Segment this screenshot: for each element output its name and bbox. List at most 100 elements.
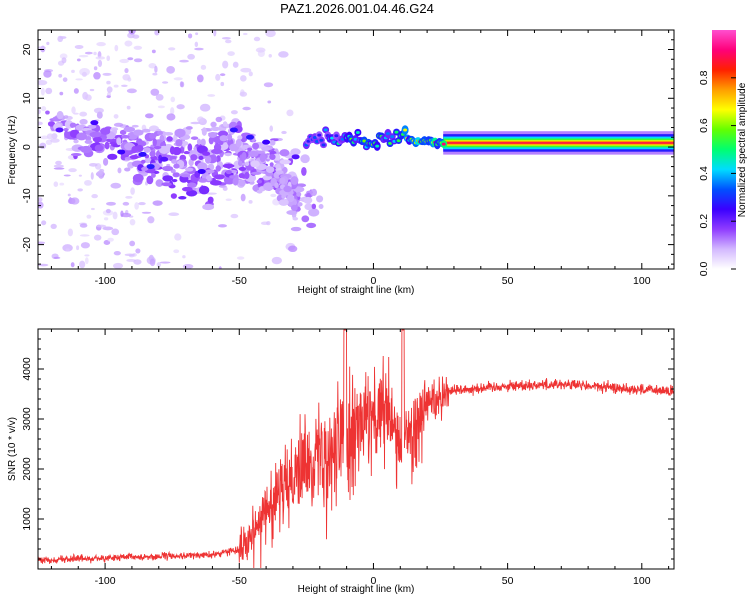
carrier-core: [388, 141, 393, 145]
spectrogram-signal-blob: [70, 153, 82, 157]
spectrogram-noise-blob: [170, 96, 176, 103]
snr-ytick-label: 2000: [21, 457, 33, 481]
spectrogram-noise-blob: [197, 116, 205, 123]
spectrogram-noise-blob: [194, 47, 204, 51]
spectrogram-noise-blob: [166, 113, 176, 121]
spectrogram-signal-blob: [217, 130, 229, 137]
spectrogram-signal-blob: [198, 155, 204, 160]
spectrogram-noise-blob: [168, 47, 176, 51]
colorbar-tick-label: 0.0: [698, 262, 710, 277]
spectrogram-signal-blob: [204, 169, 215, 174]
spectrogram-signal-blob: [205, 175, 212, 182]
spectrogram-noise-blob: [59, 91, 64, 96]
spectrogram-noise-blob: [81, 71, 87, 77]
spectrogram-noise-blob: [113, 122, 124, 127]
spectrogram-noise-blob: [121, 84, 128, 87]
spectrogram-signal-blob: [107, 153, 118, 160]
spectrogram-peak: [90, 120, 99, 126]
spectrogram-noise-blob: [71, 69, 75, 73]
spectrogram-noise-blob: [53, 167, 65, 170]
spectrogram-signal-blob: [296, 183, 307, 188]
spectrogram-signal-blob: [80, 145, 93, 154]
spectrogram-noise-blob: [176, 104, 185, 110]
spectrogram-noise-blob: [97, 59, 103, 67]
carrier-core: [319, 138, 324, 142]
spectrogram-noise-blob: [187, 53, 195, 60]
colorbar-tick-label: 0.2: [698, 214, 710, 229]
spectrogram-xtick-label: -50: [232, 275, 247, 287]
spectrogram-signal-blob: [119, 129, 127, 135]
spectrogram-signal-blob: [308, 208, 320, 217]
spectrogram-noise-blob: [55, 160, 62, 166]
spectrogram-signal-blob: [245, 161, 250, 166]
spectrogram-noise-blob: [58, 73, 63, 78]
spectrogram-signal-blob: [87, 124, 97, 129]
spectrogram-noise-blob: [218, 224, 227, 228]
spectrogram-signal-blob: [225, 169, 232, 175]
spectrogram-noise-blob: [76, 58, 81, 62]
spectrogram-signal-blob: [290, 226, 302, 232]
spectrogram-noise-blob: [97, 170, 104, 177]
spectrogram-signal-blob: [63, 127, 69, 132]
spectrogram-noise-blob: [168, 212, 180, 217]
spectrogram-signal-blob: [152, 138, 157, 147]
spectrogram-noise-blob: [74, 44, 84, 49]
spectrogram-noise-blob: [40, 135, 49, 140]
spectrogram-signal-blob: [235, 138, 242, 148]
spectrogram-signal-blob: [129, 155, 139, 160]
spectrogram-signal-blob: [145, 113, 154, 119]
spectrogram-signal-blob: [274, 182, 279, 189]
colorbar-tick-label: 0.8: [698, 70, 710, 85]
spectrogram-noise-blob: [138, 202, 146, 206]
spectrogram-signal-blob: [197, 162, 208, 171]
spectrogram-signal-blob: [105, 138, 118, 143]
spectrogram-signal-blob: [185, 126, 193, 130]
spectrogram-noise-blob: [222, 186, 228, 191]
spectrogram-signal-blob: [208, 136, 214, 145]
spectrogram-peak: [291, 154, 300, 160]
spectrogram-signal-blob: [202, 151, 211, 156]
spectrogram-signal-blob: [229, 175, 236, 179]
spectrogram-noise-blob: [230, 110, 238, 115]
spectrogram-signal-blob: [318, 204, 324, 209]
snr-xtick-label: 50: [502, 575, 514, 587]
spectrogram-signal-blob: [218, 140, 224, 145]
spectrogram-noise-blob: [93, 51, 97, 56]
spectrogram-noise-blob: [38, 109, 41, 115]
spectrogram-noise-blob: [135, 248, 141, 254]
spectrogram-signal-blob: [162, 175, 174, 182]
spectrogram-noise-blob: [46, 41, 50, 46]
spectrogram-signal-blob: [210, 148, 223, 155]
snr-xtick-label: 0: [371, 575, 377, 587]
carrier-core: [334, 134, 339, 138]
spectrogram-noise-blob: [154, 65, 158, 73]
spectrogram-noise-blob: [221, 37, 231, 40]
spectrogram-peak: [138, 151, 147, 157]
spectrogram-noise-blob: [240, 193, 246, 202]
spectrogram-noise-blob: [38, 197, 43, 202]
spectrogram-noise-blob: [162, 81, 169, 84]
spectrogram-signal-blob: [279, 177, 286, 185]
colorbar-tick-label: 0.4: [698, 166, 710, 181]
spectrogram-noise-blob: [131, 124, 139, 128]
spectrogram-noise-blob: [79, 223, 88, 228]
spectrogram-ytick-label: 20: [21, 44, 33, 56]
snr-series-line: [37, 329, 675, 569]
spectrogram-signal-blob: [198, 178, 208, 183]
spectrogram-signal-blob: [287, 194, 295, 203]
spectrogram-noise-blob: [89, 162, 98, 167]
spectrogram-signal-blob: [263, 182, 274, 191]
spectrogram-xtick-label: 50: [502, 275, 514, 287]
spectrogram-noise-blob: [195, 32, 199, 36]
spectrogram-signal-blob: [56, 111, 64, 120]
spectrogram-signal-blob: [120, 154, 127, 161]
spectrogram-noise-blob: [173, 77, 183, 81]
spectrogram-signal-blob: [275, 170, 284, 175]
spectrogram-noise-blob: [106, 201, 116, 206]
spectrogram-signal-blob: [241, 151, 247, 161]
spectrogram-noise-blob: [50, 223, 57, 229]
spectrogram-signal-blob: [170, 193, 177, 199]
spectrogram-signal-blob: [69, 122, 77, 128]
